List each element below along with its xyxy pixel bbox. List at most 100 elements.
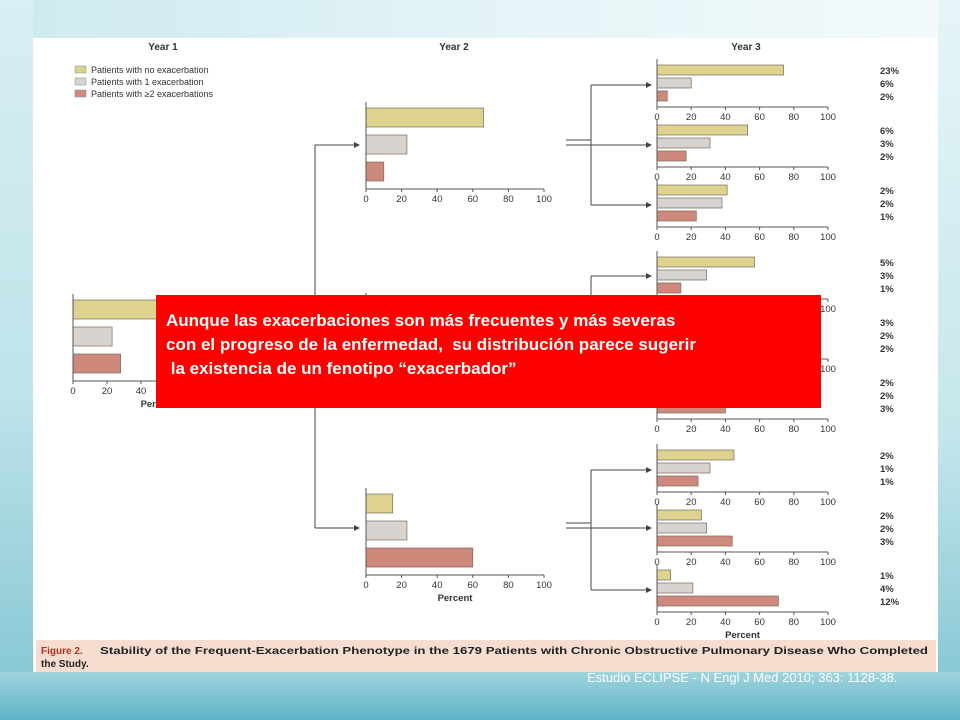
x-tick-label: 80 <box>789 557 800 568</box>
bar <box>656 150 687 162</box>
legend-swatch <box>74 77 87 86</box>
legend-swatch <box>74 89 87 98</box>
x-tick-label: 20 <box>396 580 407 591</box>
x-tick-label: 20 <box>686 497 697 508</box>
bar <box>656 569 672 581</box>
x-tick-label: 100 <box>820 232 836 243</box>
x-tick-label: 0 <box>654 172 659 183</box>
percent-label: 3% <box>880 271 894 282</box>
percent-label: 1% <box>880 477 894 488</box>
percent-label: 2% <box>880 391 894 402</box>
bar <box>656 77 692 89</box>
x-tick-label: 80 <box>789 424 800 435</box>
percent-label: 2% <box>880 378 894 389</box>
x-tick-label: 20 <box>102 386 113 397</box>
x-tick-label: 40 <box>720 424 731 435</box>
percent-label: 2% <box>880 524 894 535</box>
x-tick-label: 80 <box>503 580 514 591</box>
bar <box>656 282 682 294</box>
x-tick-label: 80 <box>789 172 800 183</box>
x-tick-label: 0 <box>654 557 659 568</box>
x-tick-label: 80 <box>789 232 800 243</box>
bar <box>656 137 711 149</box>
x-tick-label: 0 <box>654 232 659 243</box>
bar <box>656 184 728 196</box>
connector-arrowhead <box>646 525 652 531</box>
x-tick-label: 20 <box>686 424 697 435</box>
connector-arrowhead <box>646 82 652 88</box>
bar <box>656 256 755 268</box>
caption-figure-label: Figure 2. <box>41 646 83 657</box>
x-tick-label: 60 <box>754 557 765 568</box>
x-tick-label: 100 <box>820 617 836 628</box>
legend-label: Patients with no exacerbation <box>91 65 209 75</box>
bar <box>656 535 733 547</box>
percent-label: 2% <box>880 186 894 197</box>
percent-label: 4% <box>880 584 894 595</box>
x-tick-label: 60 <box>468 580 479 591</box>
x-tick-label: 40 <box>720 497 731 508</box>
column-title: Year 3 <box>731 42 761 53</box>
bar <box>72 353 121 374</box>
x-tick-label: 0 <box>654 617 659 628</box>
bar <box>656 449 735 461</box>
bar <box>656 269 707 281</box>
x-tick-label: 100 <box>820 112 836 123</box>
column-title: Year 1 <box>148 42 178 53</box>
bar <box>72 299 162 320</box>
percent-label: 23% <box>880 66 900 77</box>
callout-line-1: Aunque las exacerbaciones son más frecue… <box>166 311 676 330</box>
x-tick-label: 40 <box>720 617 731 628</box>
x-tick-label: 40 <box>720 172 731 183</box>
bar <box>656 522 707 534</box>
bar <box>656 124 748 136</box>
x-tick-label: 100 <box>820 497 836 508</box>
x-tick-label: 100 <box>820 557 836 568</box>
connector-arrowhead <box>646 142 652 148</box>
slide-background-top <box>0 0 960 38</box>
bar <box>365 107 484 128</box>
bar <box>656 197 723 209</box>
x-tick-label: 100 <box>536 580 552 591</box>
x-tick-label: 40 <box>720 112 731 123</box>
x-tick-label: 80 <box>503 194 514 205</box>
bar <box>365 134 408 155</box>
percent-label: 2% <box>880 92 894 103</box>
percent-label: 3% <box>880 318 894 329</box>
x-tick-label: 60 <box>754 617 765 628</box>
x-tick-label: 80 <box>789 497 800 508</box>
percent-label: 1% <box>880 284 894 295</box>
bar <box>656 64 784 76</box>
bar <box>72 326 113 347</box>
percent-label: 3% <box>880 537 894 548</box>
bar <box>656 595 779 607</box>
x-tick-label: 0 <box>654 112 659 123</box>
x-tick-label: 100 <box>820 304 836 315</box>
percent-label: 2% <box>880 511 894 522</box>
slide-background-bottom <box>0 672 960 720</box>
x-tick-label: 80 <box>789 112 800 123</box>
caption-background <box>36 640 936 672</box>
connector-arrowhead <box>646 587 652 593</box>
x-tick-label: 60 <box>754 172 765 183</box>
x-tick-label: 100 <box>820 364 836 375</box>
x-tick-label: 20 <box>686 617 697 628</box>
percent-label: 2% <box>880 152 894 163</box>
x-tick-label: 40 <box>136 386 147 397</box>
connector-arrowhead <box>646 467 652 473</box>
bar <box>365 161 385 182</box>
x-tick-label: 0 <box>363 194 368 205</box>
x-tick-label: 60 <box>468 194 479 205</box>
percent-label: 3% <box>880 139 894 150</box>
bar <box>656 210 697 222</box>
slide-background-right <box>938 0 960 720</box>
callout-box: Aunque las exacerbaciones son más frecue… <box>156 295 821 408</box>
x-tick-label: 40 <box>432 194 443 205</box>
connector-arrowhead <box>354 142 360 148</box>
percent-label: 1% <box>880 212 894 223</box>
legend-label: Patients with ≥2 exacerbations <box>91 89 214 99</box>
percent-label: 6% <box>880 79 894 90</box>
x-tick-label: 0 <box>363 580 368 591</box>
percent-label: 5% <box>880 258 894 269</box>
caption-text: Stability of the Frequent-Exacerbation P… <box>100 646 928 657</box>
